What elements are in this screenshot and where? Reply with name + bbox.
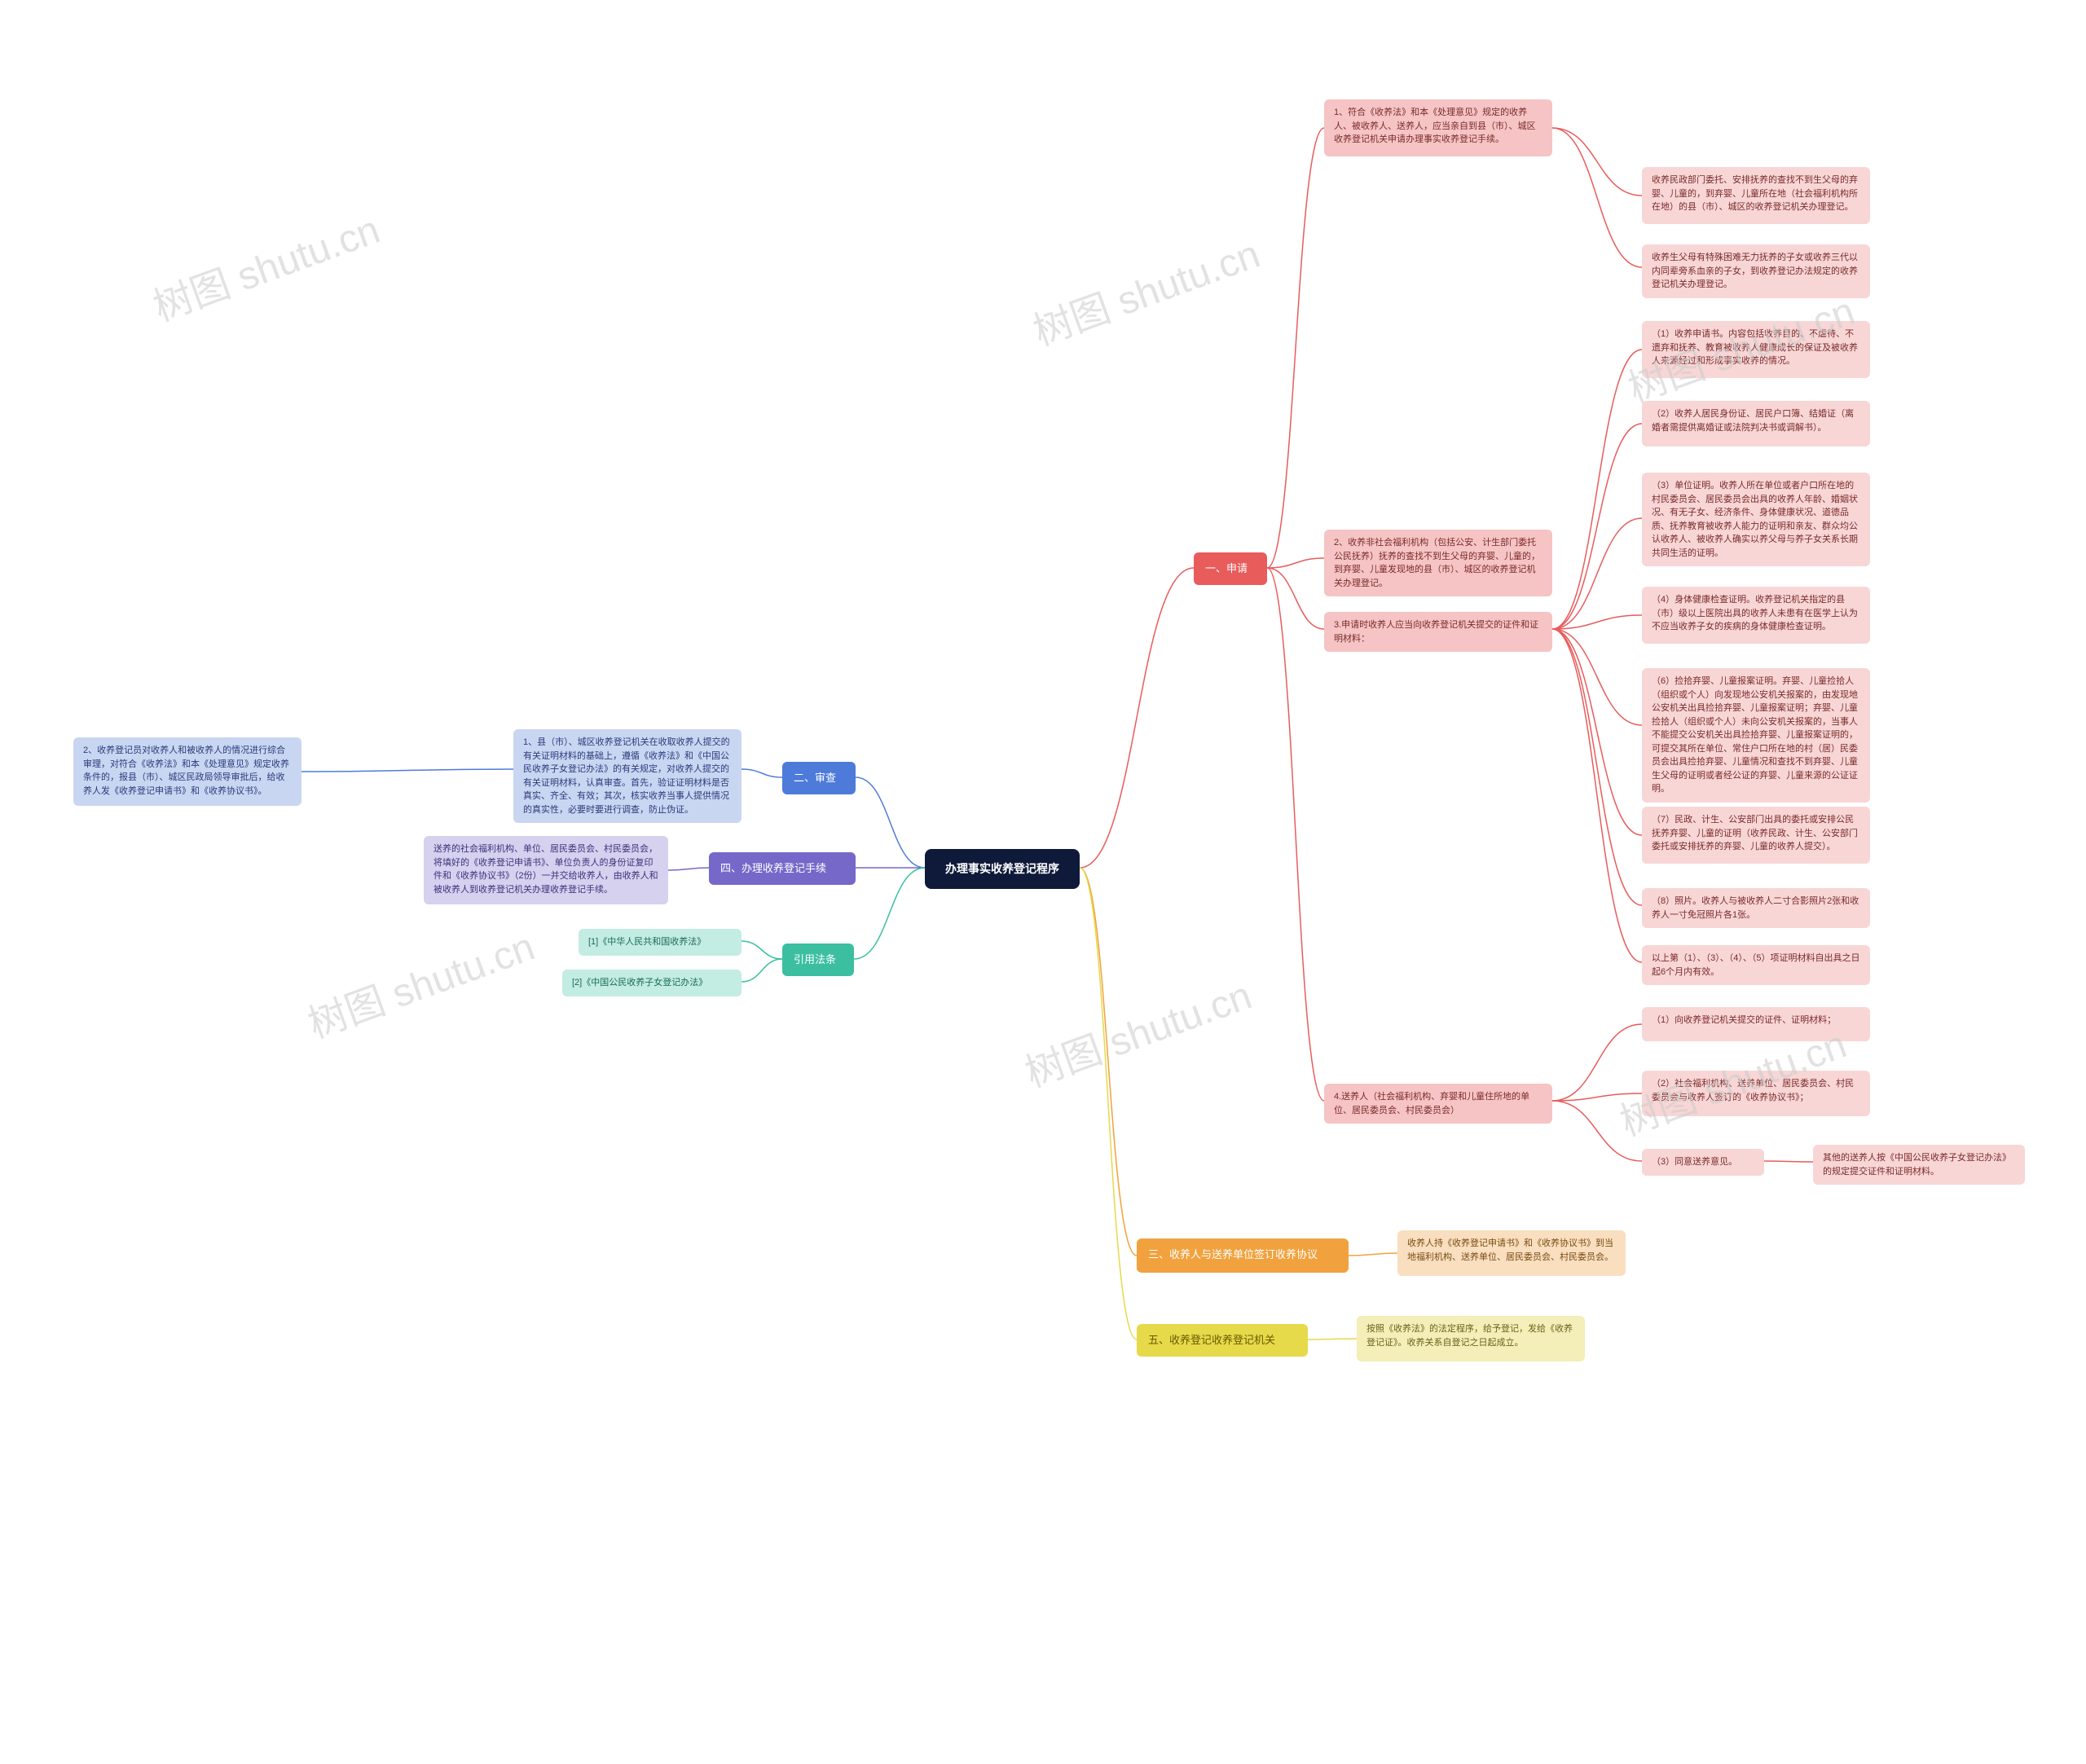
mindmap-node-n1c6[interactable]: （6）捡拾弃婴、儿童报案证明。弃婴、儿童捡拾人（组织或个人）向发现地公安机关报案…	[1642, 668, 1870, 803]
connector-n1c-n1c7	[1552, 629, 1642, 835]
connector-n4-n4a	[668, 868, 709, 870]
connector-root-n3	[1080, 868, 1137, 1256]
connector-n1-n1a	[1267, 128, 1324, 568]
mindmap-node-n2a[interactable]: 1、县（市）、城区收养登记机关在收取收养人提交的有关证明材料的基础上，遵循《收养…	[513, 729, 742, 823]
mindmap-node-n1b[interactable]: 2、收养非社会福利机构（包括公安、计生部门委托公民抚养）抚养的查找不到生父母的弃…	[1324, 530, 1552, 596]
mindmap-node-n5[interactable]: 五、收养登记收养登记机关	[1137, 1324, 1308, 1357]
watermark-4: 树图 shutu.cn	[1016, 963, 1258, 1098]
mindmap-node-n1c1[interactable]: （1）收养申请书。内容包括收养目的、不虐待、不遗弃和抚养、教育被收养人健康成长的…	[1642, 321, 1870, 378]
mindmap-node-n1c3[interactable]: （3）单位证明。收养人所在单位或者户口所在地的村民委员会、居民委员会出具的收养人…	[1642, 473, 1870, 566]
connector-n1d-n1d2	[1552, 1093, 1642, 1101]
connector-root-n1	[1080, 568, 1194, 868]
connector-nref-nref1	[742, 941, 782, 959]
mindmap-node-n1c2[interactable]: （2）收养人居民身份证、居民户口簿、结婚证（离婚者需提供离婚证或法院判决书或调解…	[1642, 401, 1870, 446]
mindmap-node-n1a2[interactable]: 收养生父母有特殊困难无力抚养的子女或收养三代以内同辈旁系血亲的子女，到收养登记办…	[1642, 244, 1870, 298]
connector-n1a-n1a2	[1552, 128, 1642, 267]
connector-root-n2	[856, 777, 925, 868]
mindmap-node-nref2[interactable]: [2]《中国公民收养子女登记办法》	[562, 970, 742, 996]
watermark-1: 树图 shutu.cn	[1024, 222, 1266, 356]
connector-n1d-n1d1	[1552, 1024, 1642, 1101]
mindmap-node-n3a[interactable]: 收养人持《收养登记申请书》和《收养协议书》到当地福利机构、送养单位、居民委员会、…	[1397, 1230, 1626, 1276]
mindmap-node-n2b[interactable]: 2、收养登记员对收养人和被收养人的情况进行综合审理，对符合《收养法》和本《处理意…	[73, 737, 301, 806]
connector-n1c-n1c2	[1552, 424, 1642, 629]
connector-n1-n1b	[1267, 558, 1324, 568]
mindmap-node-n1[interactable]: 一、申请	[1194, 552, 1267, 585]
mindmap-node-n2[interactable]: 二、审查	[782, 762, 856, 794]
connector-n1-n1d	[1267, 568, 1324, 1101]
connector-n2-n2a	[742, 769, 782, 777]
connector-root-n5	[1080, 868, 1137, 1339]
mindmap-node-n1d1[interactable]: （1）向收养登记机关提交的证件、证明材料；	[1642, 1007, 1870, 1041]
connector-n2a-n2b	[301, 769, 513, 772]
connector-n1c-n1c9	[1552, 629, 1642, 962]
mindmap-node-n1d2[interactable]: （2）社会福利机构、送养单位、居民委员会、村民委员会与收养人签订的《收养协议书》…	[1642, 1071, 1870, 1116]
watermark-3: 树图 shutu.cn	[299, 914, 541, 1049]
connector-n1c-n1c1	[1552, 350, 1642, 629]
connector-n1d-n1d3	[1552, 1101, 1642, 1161]
connector-n1c-n1c3	[1552, 518, 1642, 629]
mindmap-node-n1a1[interactable]: 收养民政部门委托、安排抚养的查找不到生父母的弃婴、儿童的，到弃婴、儿童所在地（社…	[1642, 167, 1870, 224]
mindmap-node-root[interactable]: 办理事实收养登记程序	[925, 849, 1080, 889]
mindmap-node-n4[interactable]: 四、办理收养登记手续	[709, 852, 856, 885]
mindmap-node-n1c9[interactable]: 以上第（1）、（3）、（4）、（5）项证明材料自出具之日起6个月内有效。	[1642, 945, 1870, 985]
connector-n1c-n1c4	[1552, 615, 1642, 629]
watermark-0: 树图 shutu.cn	[144, 197, 386, 332]
connector-n1c-n1c8	[1552, 629, 1642, 905]
mindmap-node-n4a[interactable]: 送养的社会福利机构、单位、居民委员会、村民委员会，将填好的《收养登记申请书》、单…	[424, 836, 668, 904]
connector-n1a-n1a1	[1552, 128, 1642, 196]
mindmap-node-n1c8[interactable]: （8）照片。收养人与被收养人二寸合影照片2张和收养人一寸免冠照片各1张。	[1642, 888, 1870, 928]
connector-n1c-n1c6	[1552, 629, 1642, 725]
mindmap-node-n1d3[interactable]: （3）同意送养意见。	[1642, 1149, 1764, 1176]
connector-n3-n3a	[1349, 1253, 1397, 1256]
mindmap-node-n1c7[interactable]: （7）民政、计生、公安部门出具的委托或安排公民抚养弃婴、儿童的证明（收养民政、计…	[1642, 807, 1870, 864]
connector-root-nref	[854, 868, 925, 959]
mindmap-node-nref[interactable]: 引用法条	[782, 944, 854, 976]
connector-n1d3-n1d3a	[1764, 1161, 1813, 1162]
mindmap-node-n1c[interactable]: 3.申请时收养人应当向收养登记机关提交的证件和证明材料：	[1324, 612, 1552, 652]
mindmap-node-nref1[interactable]: [1]《中华人民共和国收养法》	[579, 929, 742, 956]
mindmap-node-n3[interactable]: 三、收养人与送养单位签订收养协议	[1137, 1238, 1349, 1273]
mindmap-node-n5a[interactable]: 按照《收养法》的法定程序，给予登记，发给《收养登记证》。收养关系自登记之日起成立…	[1357, 1316, 1585, 1361]
connector-nref-nref2	[742, 959, 782, 982]
mindmap-node-n1c4[interactable]: （4）身体健康检查证明。收养登记机关指定的县（市）级以上医院出具的收养人未患有在…	[1642, 587, 1870, 644]
connector-n1-n1c	[1267, 568, 1324, 629]
mindmap-node-n1d[interactable]: 4.送养人（社会福利机构、弃婴和儿童住所地的单位、居民委员会、村民委员会）	[1324, 1084, 1552, 1124]
mindmap-node-n1d3a[interactable]: 其他的送养人按《中国公民收养子女登记办法》的规定提交证件和证明材料。	[1813, 1145, 2025, 1185]
mindmap-node-n1a[interactable]: 1、符合《收养法》和本《处理意见》规定的收养人、被收养人、送养人，应当亲自到县（…	[1324, 99, 1552, 156]
